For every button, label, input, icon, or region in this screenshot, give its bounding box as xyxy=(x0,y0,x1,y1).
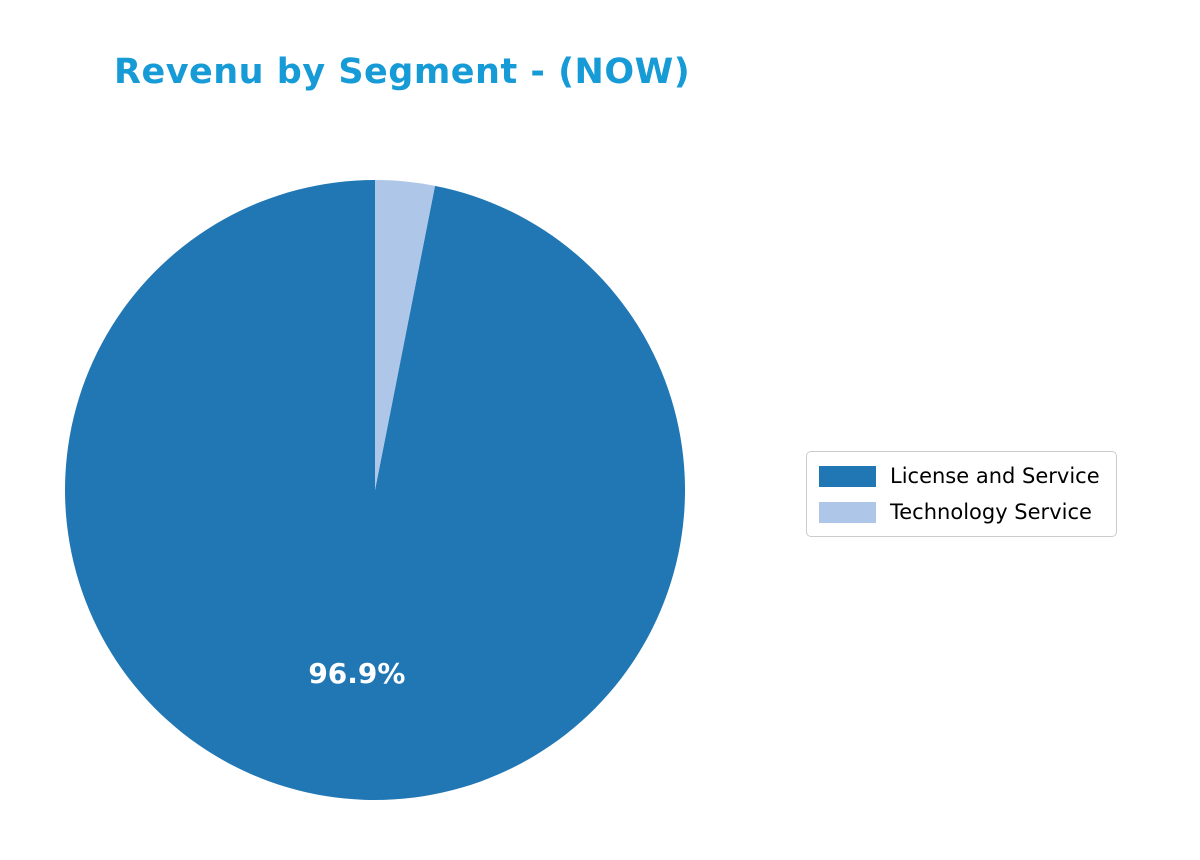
legend-label-technology-service: Technology Service xyxy=(890,500,1092,524)
pie-slice-1 xyxy=(375,180,435,490)
pie-chart-container: 96.9% xyxy=(65,180,686,801)
legend: License and Service Technology Service xyxy=(806,451,1117,537)
chart-title: Revenu by Segment - (NOW) xyxy=(114,52,691,92)
legend-entry-license-and-service: License and Service xyxy=(819,462,1100,490)
pie-slice-percentage-label: 96.9% xyxy=(308,657,405,690)
legend-label-license-and-service: License and Service xyxy=(890,464,1100,488)
pie-slice-0 xyxy=(65,180,686,801)
legend-entry-technology-service: Technology Service xyxy=(819,498,1100,526)
legend-swatch-license-and-service xyxy=(819,465,876,487)
legend-swatch-technology-service xyxy=(819,501,876,523)
pie-chart: 96.9% xyxy=(65,180,686,801)
